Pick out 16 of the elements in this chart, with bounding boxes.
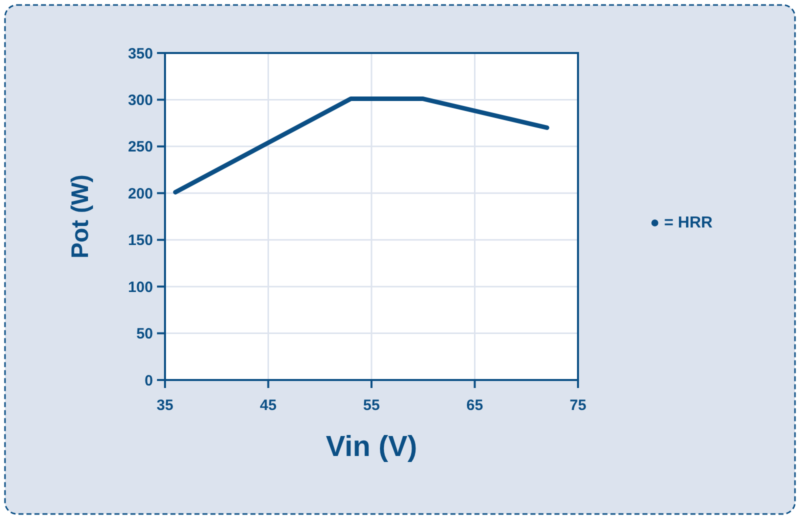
y-tick-label: 350 [128, 45, 153, 62]
y-tick-label: 0 [144, 372, 153, 390]
y-tick-label: 250 [128, 138, 153, 156]
x-tick-label: 65 [466, 397, 484, 414]
y-tick-label: 100 [128, 278, 153, 296]
y-axis-title: Pot (W) [67, 174, 94, 258]
y-tick-label: 150 [128, 232, 153, 250]
x-tick-label: 45 [260, 397, 277, 414]
x-tick-label: 75 [570, 397, 586, 414]
x-tick-label: 55 [363, 397, 380, 414]
y-tick-label: 200 [128, 185, 153, 202]
y-tick-label: 50 [136, 326, 153, 343]
x-axis-title: Vin (V) [326, 431, 418, 463]
y-tick-label: 300 [128, 92, 153, 109]
x-tick-label: 35 [156, 397, 174, 414]
text: ● = HRR [650, 214, 714, 232]
